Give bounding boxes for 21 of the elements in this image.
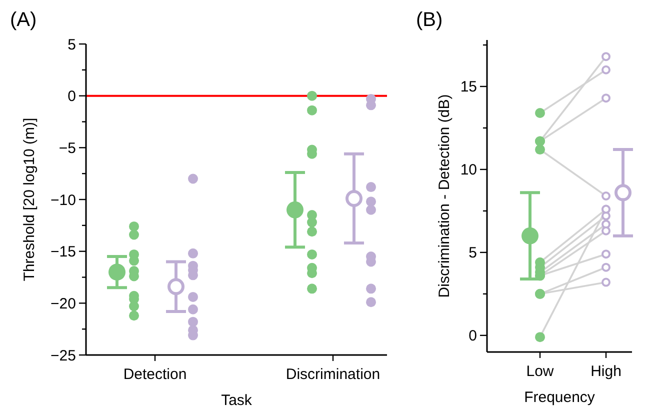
x-tick-label: Discrimination: [286, 366, 380, 383]
x-axis-title: Frequency: [524, 389, 596, 406]
y-tick-label: 5: [68, 36, 76, 54]
x-tick-label: High: [590, 363, 622, 380]
y-tick-label: −25: [50, 347, 76, 364]
y-tick-label: −10: [50, 192, 76, 209]
x-axis-title: Task: [221, 392, 252, 409]
y-tick-label: 10: [460, 162, 477, 179]
y-tick-label: 0: [68, 88, 76, 106]
x-tick-label: Detection: [123, 366, 187, 383]
x-tick-label: Low: [526, 363, 554, 380]
chart-title: (A): [10, 9, 37, 31]
y-tick-label: −5: [58, 140, 76, 157]
y-axis-title: Threshold [20 log10 (m)]: [21, 118, 38, 282]
y-tick-label: −15: [50, 244, 76, 261]
y-tick-label: −20: [50, 295, 76, 312]
y-axis-title: Discrimination - Detection (dB): [436, 94, 453, 298]
y-tick-label: 5: [468, 244, 477, 262]
y-tick-label: 0: [468, 328, 477, 345]
y-tick-label: 15: [460, 78, 477, 96]
chart-title: (B): [416, 9, 443, 31]
